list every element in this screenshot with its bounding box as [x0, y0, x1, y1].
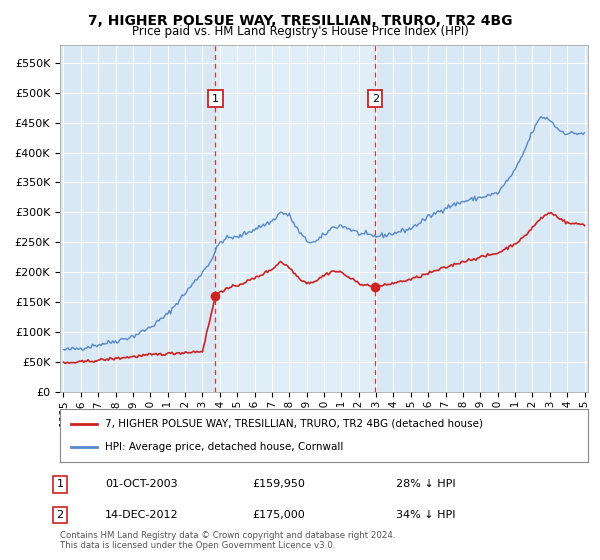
Text: 01-OCT-2003: 01-OCT-2003 — [105, 479, 178, 489]
Text: 7, HIGHER POLSUE WAY, TRESILLIAN, TRURO, TR2 4BG (detached house): 7, HIGHER POLSUE WAY, TRESILLIAN, TRURO,… — [105, 419, 483, 429]
Text: 2: 2 — [56, 510, 64, 520]
Text: 34% ↓ HPI: 34% ↓ HPI — [396, 510, 455, 520]
Text: Price paid vs. HM Land Registry's House Price Index (HPI): Price paid vs. HM Land Registry's House … — [131, 25, 469, 38]
Text: £159,950: £159,950 — [252, 479, 305, 489]
Text: 1: 1 — [212, 94, 219, 104]
Text: 2: 2 — [371, 94, 379, 104]
Text: 14-DEC-2012: 14-DEC-2012 — [105, 510, 179, 520]
Text: 7, HIGHER POLSUE WAY, TRESILLIAN, TRURO, TR2 4BG: 7, HIGHER POLSUE WAY, TRESILLIAN, TRURO,… — [88, 14, 512, 28]
Bar — [215, 45, 375, 392]
Text: 1: 1 — [56, 479, 64, 489]
Text: Contains HM Land Registry data © Crown copyright and database right 2024.
This d: Contains HM Land Registry data © Crown c… — [60, 530, 395, 550]
Text: HPI: Average price, detached house, Cornwall: HPI: Average price, detached house, Corn… — [105, 442, 343, 452]
Text: £175,000: £175,000 — [252, 510, 305, 520]
Text: 28% ↓ HPI: 28% ↓ HPI — [396, 479, 455, 489]
